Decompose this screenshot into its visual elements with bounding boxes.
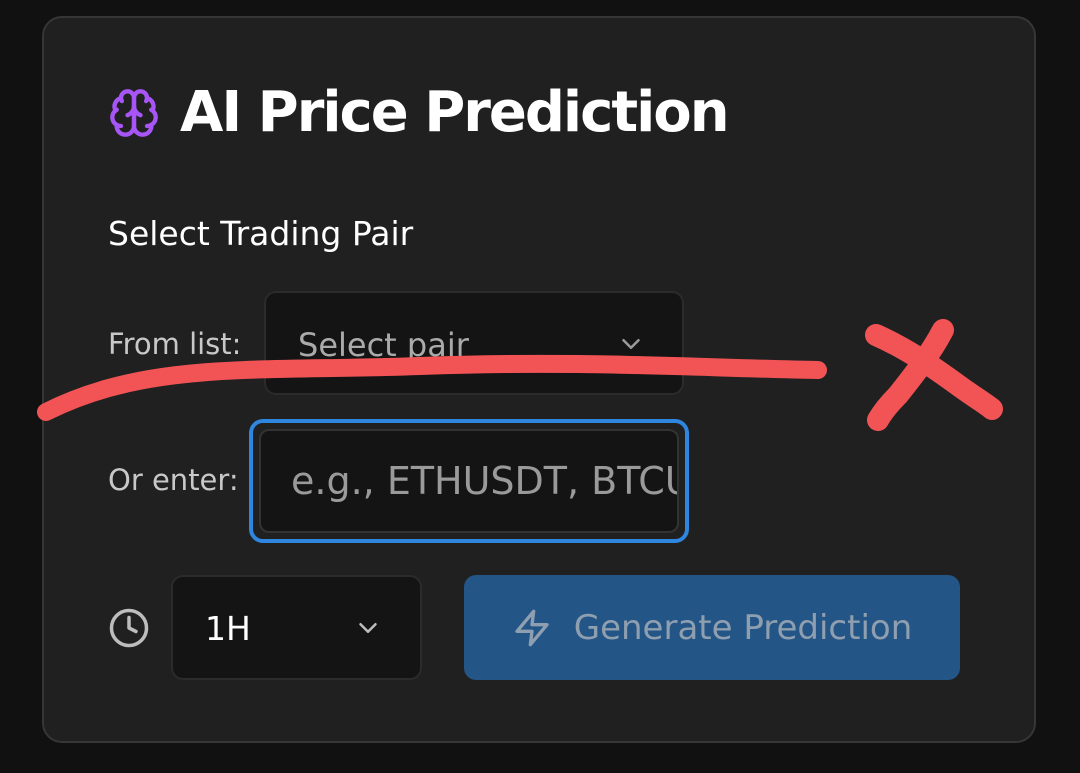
pair-select[interactable]: Select pair [264,291,684,395]
pair-input[interactable] [261,431,677,531]
pair-input-focus-ring [249,419,689,543]
clock-icon [109,608,149,648]
timeframe-select[interactable]: 1H [171,575,422,680]
brain-icon [110,89,158,137]
pair-input-box [259,429,679,533]
chevron-down-icon [622,339,640,349]
generate-prediction-label: Generate Prediction [573,607,913,648]
chevron-down-icon [359,623,377,633]
generate-prediction-button[interactable]: Generate Prediction [464,575,960,680]
page-title: AI Price Prediction [180,80,730,145]
section-label-trading-pair: Select Trading Pair [108,214,414,253]
card-header: AI Price Prediction [108,80,730,146]
from-list-label: From list: [108,327,242,361]
pair-select-value: Select pair [298,326,469,364]
timeframe-value: 1H [205,609,251,648]
lightning-icon [515,609,549,646]
or-enter-label: Or enter: [108,463,239,497]
